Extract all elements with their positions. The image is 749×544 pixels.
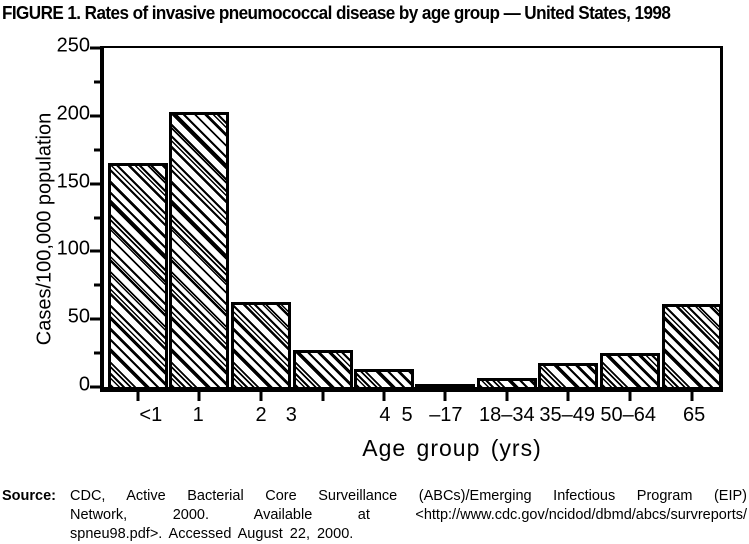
y-major-tick xyxy=(90,114,100,118)
bar-2 xyxy=(231,301,292,387)
bar-65 xyxy=(661,304,722,387)
x-tick-label: 2 xyxy=(255,404,267,426)
figure-title: FIGURE 1. Rates of invasive pneumococcal… xyxy=(2,3,671,23)
x-tick xyxy=(628,392,632,401)
x-tick-label: 3 xyxy=(285,404,297,426)
bar-5–17 xyxy=(415,384,476,387)
y-tick-labels: 0 50 100 150 200 250 xyxy=(0,35,90,396)
x-tick xyxy=(321,392,325,401)
y-tick-label: 250 xyxy=(56,34,90,57)
source-line: CDC, Active Bacterial Core Surveillance … xyxy=(70,488,747,504)
x-tick-labels: <1 1 2 3 4 5 –17 18–34 35–49 50–64 65 xyxy=(104,404,720,428)
x-tick-label: 1 xyxy=(192,404,204,426)
bar-1 xyxy=(169,111,230,387)
x-tick xyxy=(136,392,140,401)
y-major-tick xyxy=(90,249,100,253)
y-major-tick xyxy=(90,46,100,50)
x-tick-label: 5 xyxy=(401,404,413,426)
x-tick-label: 65 xyxy=(683,404,706,426)
bar-4 xyxy=(354,369,415,387)
y-tick-label: 100 xyxy=(56,237,90,260)
y-major-tick xyxy=(90,182,100,186)
y-tick-label: 50 xyxy=(67,305,90,328)
x-tick-label: –17 xyxy=(429,404,463,426)
y-minor-tick xyxy=(94,351,100,355)
x-tick xyxy=(566,392,570,401)
x-tick xyxy=(505,392,509,401)
source-note: Source: CDC, Active Bacterial Core Surve… xyxy=(2,487,747,544)
x-tick xyxy=(443,392,447,401)
source-line: spneu98.pdf>. Accessed August 22, 2000. xyxy=(70,526,354,542)
x-tick xyxy=(690,392,694,401)
y-tick-label: 150 xyxy=(56,170,90,193)
y-minor-tick xyxy=(94,283,100,287)
bar-50–64 xyxy=(600,353,661,387)
x-tick-label: 35–49 xyxy=(539,404,596,426)
plot-area xyxy=(90,46,723,401)
x-tick-label: 50–64 xyxy=(600,404,657,426)
y-major-tick xyxy=(90,385,100,389)
y-tick-label: 0 xyxy=(78,373,90,396)
x-tick-label: <1 xyxy=(139,404,163,426)
y-minor-tick xyxy=(94,216,100,219)
x-axis-label: Age group (yrs) xyxy=(362,435,542,461)
x-tick xyxy=(259,392,263,401)
x-tick xyxy=(197,392,201,401)
bar-<1 xyxy=(107,163,168,387)
y-minor-tick xyxy=(94,80,100,84)
bar-18–34 xyxy=(476,377,537,387)
x-tick-label: 4 xyxy=(379,404,391,426)
x-tick-label: 18–34 xyxy=(479,404,535,426)
bar-3 xyxy=(292,350,353,387)
source-line: Network, 2000. Available at <http://www.… xyxy=(70,507,747,523)
x-tick xyxy=(382,392,386,401)
source-text: CDC, Active Bacterial Core Surveillance … xyxy=(70,487,747,544)
y-major-tick xyxy=(90,317,100,321)
y-tick-label: 200 xyxy=(56,102,90,125)
bar-35–49 xyxy=(538,362,599,387)
y-minor-tick xyxy=(94,148,100,152)
source-label: Source: xyxy=(2,488,56,504)
